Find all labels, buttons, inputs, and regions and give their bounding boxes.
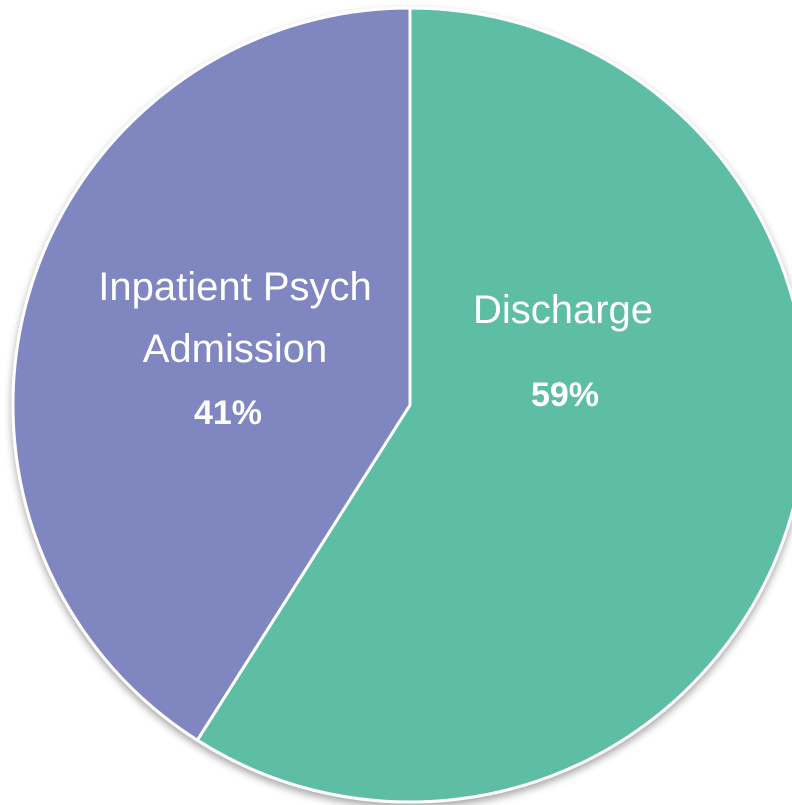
slice-label: Inpatient Psych Admission xyxy=(98,265,372,371)
value-label: 41% xyxy=(193,394,263,432)
slices xyxy=(11,6,792,804)
pie-slice xyxy=(195,6,792,804)
value-label: 59% xyxy=(530,376,600,414)
pie-slice xyxy=(11,6,412,743)
slice-label: Discharge xyxy=(472,288,654,332)
